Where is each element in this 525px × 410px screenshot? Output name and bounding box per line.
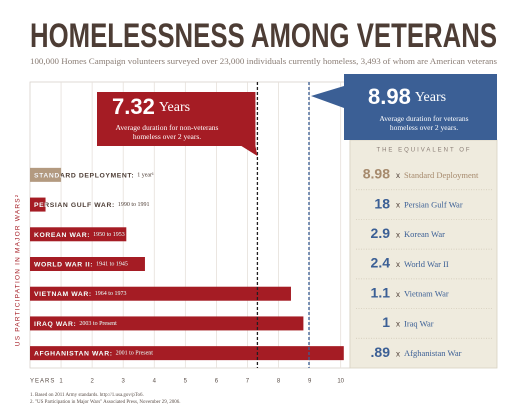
bar-label: IRAQ WAR: 2003 to Present <box>34 321 117 328</box>
period: 2003 to Present <box>79 321 117 327</box>
category-name: IRAQ WAR: <box>34 321 76 328</box>
bar-label: AFGHANISTAN WAR: 2001 to Present <box>34 350 153 357</box>
equivalent-sign: x <box>396 290 400 299</box>
period: 1 year¹ <box>137 173 154 179</box>
bar <box>30 286 291 301</box>
callout-value: 7.32 Years <box>112 94 190 119</box>
callout-number: 8.98 <box>368 84 411 109</box>
bar-label: WORLD WAR II: 1941 to 1945 <box>34 261 128 268</box>
x-tick-label: 2 <box>90 379 94 385</box>
bar <box>30 316 304 331</box>
bar <box>30 167 62 182</box>
bar-label: STANDARD DEPLOYMENT:1 year¹ <box>34 172 154 179</box>
category-name: WORLD WAR II: <box>34 261 93 268</box>
category-name: WORLD WAR II: <box>34 261 93 268</box>
x-axis-label: YEARS <box>30 379 55 385</box>
y-axis-label: US PARTICIPATION IN MAJOR WARS² <box>15 194 22 346</box>
chart-subtitle: 100,000 Homes Campaign volunteers survey… <box>30 56 497 66</box>
x-tick-label: 3 <box>122 379 126 385</box>
category-name: KOREAN WAR: <box>34 232 90 239</box>
x-tick-label: 4 <box>153 379 157 385</box>
category-name: IRAQ WAR: <box>34 321 76 328</box>
callout-box <box>97 92 258 156</box>
category-name: STANDARD DEPLOYMENT: <box>34 172 134 179</box>
equivalent-label: Persian Gulf War <box>404 200 463 210</box>
bar-label: STANDARD DEPLOYMENT:1 year¹ <box>34 172 154 179</box>
equivalent-number: 1 <box>382 314 390 330</box>
equivalent-number: 2.4 <box>371 255 391 271</box>
equivalent-sign: x <box>396 260 400 269</box>
callout-unit: Years <box>415 90 446 105</box>
x-tick-label: 8 <box>277 379 281 385</box>
callout-unit: Years <box>159 100 190 115</box>
bar-label: AFGHANISTAN WAR: 2001 to Present <box>34 350 153 357</box>
callout-note: Average duration for non-veterans homele… <box>115 123 219 141</box>
callout-box <box>310 74 497 140</box>
bar-label: PERSIAN GULF WAR:1990 to 1991 <box>34 202 149 209</box>
bar-label: WORLD WAR II: 1941 to 1945 <box>34 261 128 268</box>
equivalent-label: Vietnam War <box>404 289 449 299</box>
equivalent-number: 2.9 <box>371 225 391 241</box>
category-name: KOREAN WAR: <box>34 232 90 239</box>
period: 1950 to 1953 <box>93 232 125 238</box>
bar <box>30 227 127 242</box>
period: 2003 to Present <box>79 321 117 327</box>
x-tick-label: 7 <box>246 379 250 385</box>
bar-label: KOREAN WAR: 1950 to 1953 <box>34 232 125 239</box>
period: 1964 to 1973 <box>95 292 127 298</box>
period: 1990 to 1991 <box>118 202 150 208</box>
period: 2001 to Present <box>116 351 154 357</box>
x-tick-label: 1 <box>59 379 63 385</box>
equivalent-label: Standard Deployment <box>404 170 479 180</box>
equivalent-label: Korean War <box>404 229 445 239</box>
category-name: VIETNAM WAR: <box>34 291 92 298</box>
bar-label: IRAQ WAR: 2003 to Present <box>34 321 117 328</box>
category-name: PERSIAN GULF WAR: <box>34 202 115 209</box>
equivalent-sign: x <box>396 320 400 329</box>
callout-note: Average duration for veterans homeless o… <box>379 114 469 132</box>
bar <box>30 197 46 212</box>
x-tick-label: 5 <box>184 379 188 385</box>
equivalent-number: .89 <box>371 344 391 360</box>
x-tick-label: 6 <box>215 379 219 385</box>
equivalent-number: 8.98 <box>363 166 390 182</box>
equivalent-sign: x <box>396 230 400 239</box>
equivalent-sign: x <box>396 201 400 210</box>
category-name: STANDARD DEPLOYMENT: <box>34 172 134 179</box>
period: 1964 to 1973 <box>95 292 127 298</box>
equivalent-title: THE EQUIVALENT OF <box>376 148 471 154</box>
footnote: 1. Based on 2011 Army standards. http://… <box>30 393 144 398</box>
callout-value: 8.98 Years <box>368 84 446 109</box>
category-name: VIETNAM WAR: <box>34 291 92 298</box>
equivalent-label: Afghanistan War <box>404 348 462 358</box>
equivalent-sign: x <box>396 171 400 180</box>
category-name: PERSIAN GULF WAR: <box>34 202 115 209</box>
category-name: AFGHANISTAN WAR: <box>34 350 113 357</box>
equivalent-sign: x <box>396 349 400 358</box>
bar <box>30 257 145 271</box>
equivalent-number: 1.1 <box>371 284 391 300</box>
period: 1950 to 1953 <box>93 232 125 238</box>
equivalent-panel <box>349 139 498 369</box>
footnote: 2. "US Participation in Major Wars" Asso… <box>30 400 181 405</box>
category-name: AFGHANISTAN WAR: <box>34 350 113 357</box>
bar-label: PERSIAN GULF WAR:1990 to 1991 <box>34 202 149 209</box>
x-tick-label: 9 <box>308 379 312 385</box>
x-tick-label: 10 <box>337 379 344 385</box>
chart-title: HOMELESSNESS AMONG VETERANS <box>30 17 497 55</box>
callout-number: 7.32 <box>112 94 155 119</box>
equivalent-label: World War II <box>404 259 449 269</box>
equivalent-label: Iraq War <box>404 318 434 328</box>
period: 1941 to 1945 <box>96 262 128 268</box>
equivalent-number: 18 <box>374 195 390 211</box>
bar-label: VIETNAM WAR: 1964 to 1973 <box>34 291 126 298</box>
period: 1941 to 1945 <box>96 262 128 268</box>
bar <box>30 346 344 361</box>
period: 2001 to Present <box>116 351 154 357</box>
bar-label: VIETNAM WAR: 1964 to 1973 <box>34 291 126 298</box>
bar-label: KOREAN WAR: 1950 to 1953 <box>34 232 125 239</box>
